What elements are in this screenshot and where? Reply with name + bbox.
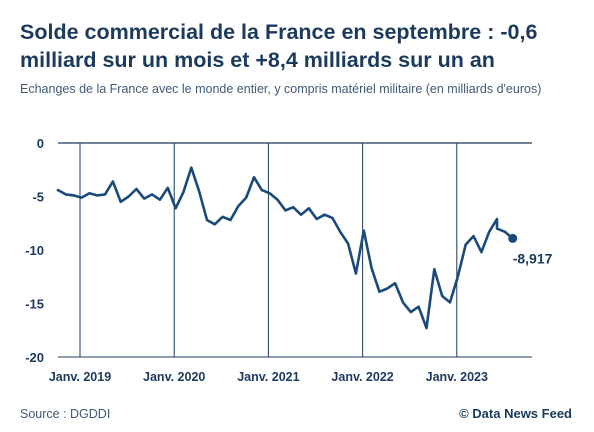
- x-tick-label: Janv. 2020: [143, 370, 205, 384]
- y-tick-label: 0: [37, 136, 44, 151]
- end-point-marker: [508, 233, 518, 243]
- source-note: Source : DGDDI: [20, 407, 111, 421]
- chart-subtitle: Echanges de la France avec le monde enti…: [20, 82, 542, 96]
- y-tick-label: -10: [25, 243, 44, 258]
- x-tick-label: Janv. 2022: [331, 370, 393, 384]
- y-tick-label: -5: [32, 190, 44, 205]
- end-value-label: -8,917: [513, 250, 553, 266]
- brand-credit: © Data News Feed: [459, 406, 572, 421]
- x-tick-label: Janv. 2023: [426, 370, 488, 384]
- series-line: [56, 166, 514, 330]
- x-tick-label: Janv. 2021: [237, 370, 299, 384]
- y-tick-label: -15: [25, 297, 44, 312]
- y-tick-label: -20: [25, 350, 44, 365]
- x-tick-label: Janv. 2019: [49, 370, 111, 384]
- chart-title: Solde commercial de la France en septemb…: [20, 20, 538, 72]
